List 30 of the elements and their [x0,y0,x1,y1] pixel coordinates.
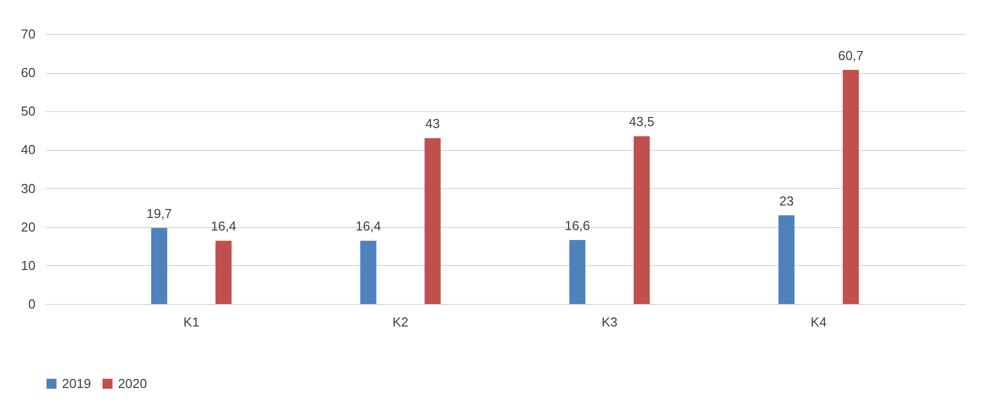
legend-label: 2019 [62,376,91,391]
data-label: 60,7 [838,48,864,63]
x-tick-label: K4 [810,314,827,330]
bar [778,215,795,304]
y-tick-label: 0 [28,296,36,312]
data-label: 43 [425,116,440,132]
y-tick-label: 30 [21,180,36,196]
bar [215,240,232,304]
y-tick-label: 60 [21,65,36,80]
data-label: 23 [779,193,794,208]
bar [360,240,376,304]
x-tick-label: K1 [183,314,200,330]
x-tick-label: K3 [602,314,618,330]
y-tick-label: 10 [21,258,36,273]
data-label: 16,4 [356,218,381,234]
y-tick-label: 20 [21,219,36,234]
data-label: 16,6 [564,218,590,233]
bar [842,70,859,304]
bar [634,136,650,304]
bar [569,240,586,304]
legend-label: 2020 [118,376,147,391]
data-label: 19,7 [146,206,172,222]
bar [424,138,441,304]
bar [151,228,168,304]
y-tick-label: 50 [21,104,36,119]
data-label: 43,5 [629,114,654,130]
x-tick-label: K2 [392,314,408,330]
y-tick-label: 40 [21,142,36,158]
data-label: 16,4 [210,218,236,234]
y-tick-label: 70 [21,26,36,42]
